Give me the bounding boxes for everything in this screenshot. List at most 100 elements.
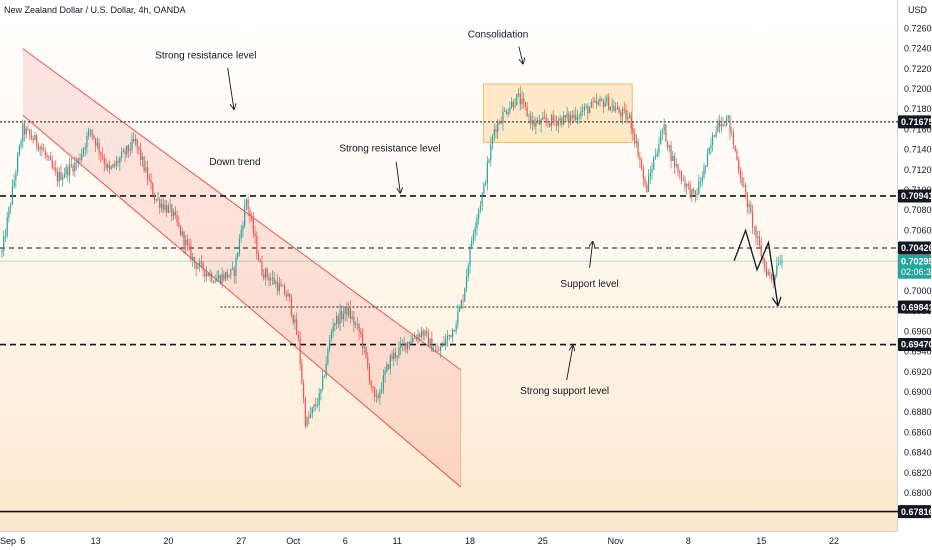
level-price-badge-label: 0.67816 bbox=[901, 507, 932, 517]
x-tick-label: 6 bbox=[343, 536, 348, 546]
candle bbox=[238, 234, 241, 257]
y-tick-label: 0.72600 bbox=[904, 23, 932, 33]
candle bbox=[341, 305, 343, 323]
candle bbox=[426, 326, 428, 338]
candle bbox=[382, 369, 384, 395]
candle bbox=[264, 267, 267, 287]
candle bbox=[304, 396, 306, 429]
candle bbox=[509, 101, 511, 115]
time-axis: Sep 6 13 20 27 Oct 6 11 18 25 Nov 8 15 22 bbox=[0, 536, 839, 546]
candle bbox=[280, 278, 282, 287]
candle bbox=[476, 214, 478, 236]
candle bbox=[273, 271, 275, 285]
candle bbox=[497, 118, 499, 140]
candle bbox=[464, 287, 466, 302]
candle bbox=[167, 202, 169, 214]
candle bbox=[663, 118, 665, 135]
candle bbox=[18, 144, 20, 157]
candle bbox=[275, 280, 277, 288]
candle bbox=[490, 136, 492, 167]
annotation-label: Support level bbox=[560, 279, 618, 290]
candle bbox=[543, 109, 546, 120]
candle bbox=[642, 164, 644, 187]
level-price-badge bbox=[898, 338, 931, 352]
candle bbox=[637, 137, 639, 159]
price-badges-layer: 0.71675 0.70941 0.70426 0.69841 0.69470 0.678… bbox=[898, 115, 932, 519]
candle bbox=[327, 347, 329, 366]
candle bbox=[214, 274, 216, 284]
candle bbox=[673, 152, 676, 174]
candle bbox=[277, 274, 279, 296]
candle bbox=[765, 261, 767, 278]
candle bbox=[261, 255, 263, 277]
countdown-label: 02:06:36 bbox=[901, 267, 932, 277]
x-tick-label: 6 bbox=[20, 536, 25, 546]
candle bbox=[599, 95, 601, 107]
candle bbox=[526, 102, 528, 117]
candle bbox=[368, 362, 371, 385]
candle bbox=[701, 171, 703, 187]
candle bbox=[528, 113, 530, 124]
candle bbox=[34, 131, 36, 141]
candle bbox=[680, 169, 683, 185]
candle bbox=[140, 142, 142, 166]
candle bbox=[257, 250, 260, 262]
candle bbox=[439, 342, 442, 358]
candle bbox=[81, 148, 83, 163]
candle bbox=[176, 210, 178, 227]
candle bbox=[779, 254, 781, 265]
candle bbox=[387, 363, 390, 371]
candle bbox=[776, 257, 778, 278]
candle bbox=[578, 113, 580, 124]
candle bbox=[556, 115, 558, 132]
candle bbox=[349, 300, 351, 324]
candle bbox=[283, 282, 286, 296]
candle bbox=[266, 267, 268, 281]
candle bbox=[103, 153, 105, 172]
candle bbox=[153, 192, 156, 205]
candle bbox=[743, 177, 745, 189]
candle bbox=[504, 107, 506, 112]
candle bbox=[519, 85, 521, 111]
annotation-label: Down trend bbox=[209, 157, 260, 168]
candle bbox=[660, 129, 662, 145]
candle bbox=[524, 102, 527, 112]
candle bbox=[1, 248, 3, 258]
candle bbox=[223, 270, 225, 282]
candle bbox=[308, 410, 310, 425]
candle bbox=[30, 128, 33, 141]
candle bbox=[408, 340, 410, 351]
candle bbox=[736, 148, 738, 161]
candle bbox=[126, 145, 128, 158]
candle bbox=[193, 256, 195, 269]
candle bbox=[453, 329, 455, 332]
candle bbox=[375, 389, 377, 403]
candle bbox=[69, 157, 71, 184]
candle bbox=[181, 227, 183, 238]
candle bbox=[315, 397, 317, 411]
candle bbox=[627, 110, 629, 124]
annotation-arrow bbox=[395, 161, 400, 193]
candle bbox=[554, 114, 556, 127]
candle bbox=[641, 157, 643, 171]
x-tick-label: 13 bbox=[91, 536, 101, 546]
candle bbox=[205, 266, 208, 282]
candle bbox=[661, 128, 663, 141]
candle bbox=[398, 341, 400, 359]
candle bbox=[606, 93, 608, 106]
candle bbox=[256, 231, 258, 260]
candle bbox=[20, 138, 22, 150]
candle bbox=[467, 262, 469, 282]
annotation-arrow bbox=[227, 67, 234, 109]
candle bbox=[478, 207, 480, 225]
candle bbox=[365, 346, 367, 360]
candle bbox=[590, 99, 592, 108]
candle bbox=[493, 123, 495, 142]
candle bbox=[79, 153, 81, 164]
candle bbox=[216, 271, 218, 282]
candle bbox=[616, 101, 618, 110]
